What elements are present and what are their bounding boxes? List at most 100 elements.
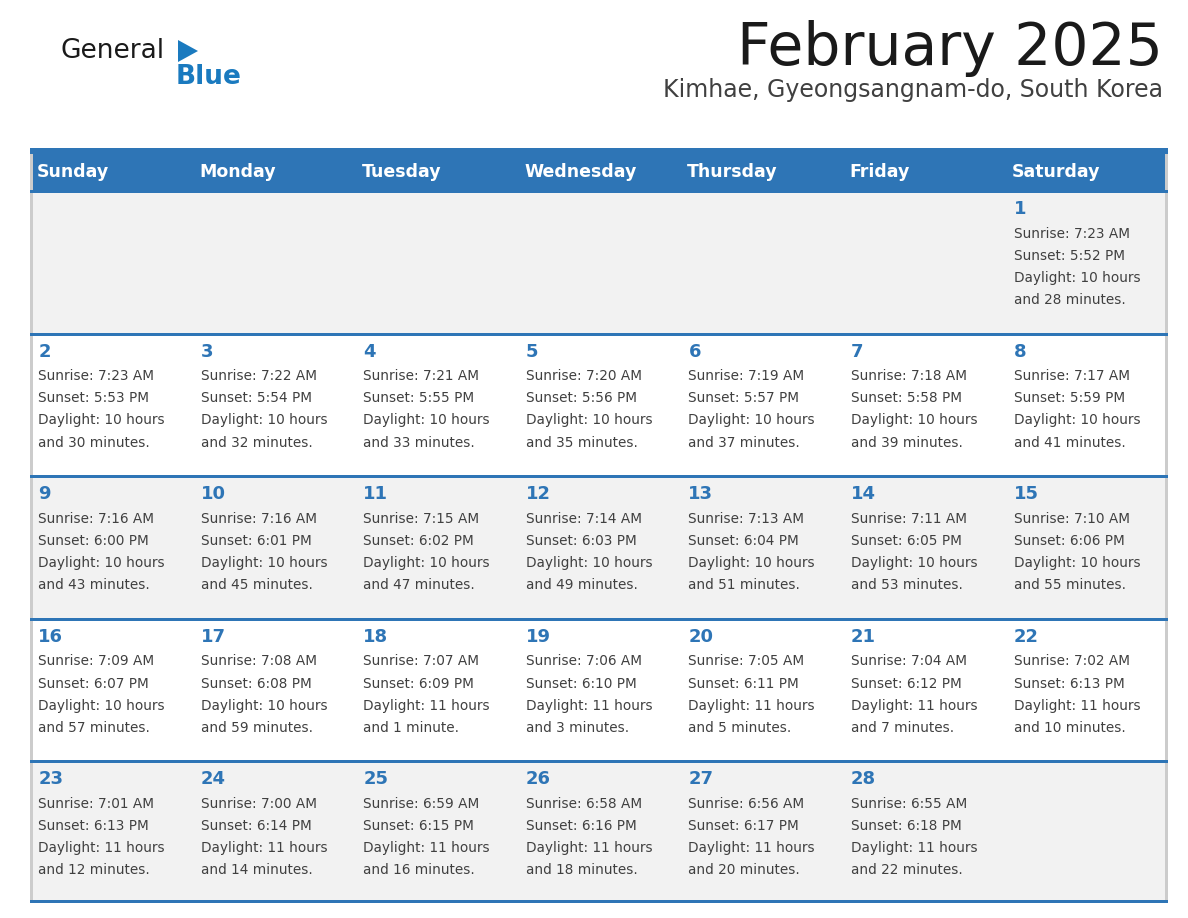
Text: Thursday: Thursday bbox=[687, 163, 777, 181]
Text: Sunset: 6:01 PM: Sunset: 6:01 PM bbox=[201, 534, 311, 548]
Text: Daylight: 10 hours: Daylight: 10 hours bbox=[526, 413, 652, 428]
Text: 20: 20 bbox=[688, 628, 714, 645]
Bar bbox=[192, 336, 355, 476]
Text: Sunrise: 7:23 AM: Sunrise: 7:23 AM bbox=[38, 369, 154, 383]
Text: and 14 minutes.: and 14 minutes. bbox=[201, 864, 312, 878]
Text: Sunset: 6:07 PM: Sunset: 6:07 PM bbox=[38, 677, 148, 690]
Text: Sunrise: 7:14 AM: Sunrise: 7:14 AM bbox=[526, 511, 642, 526]
Text: Sunday: Sunday bbox=[37, 163, 109, 181]
Text: Sunset: 6:18 PM: Sunset: 6:18 PM bbox=[851, 819, 962, 834]
Text: 26: 26 bbox=[526, 770, 551, 789]
Text: Sunset: 6:13 PM: Sunset: 6:13 PM bbox=[38, 819, 148, 834]
Text: Sunrise: 6:58 AM: Sunrise: 6:58 AM bbox=[526, 797, 642, 811]
Text: and 7 minutes.: and 7 minutes. bbox=[851, 721, 954, 735]
Text: and 10 minutes.: and 10 minutes. bbox=[1013, 721, 1125, 735]
Text: 5: 5 bbox=[526, 342, 538, 361]
Bar bbox=[355, 478, 518, 618]
Text: Blue: Blue bbox=[176, 64, 242, 90]
Text: Daylight: 11 hours: Daylight: 11 hours bbox=[526, 699, 652, 712]
Bar bbox=[1005, 154, 1168, 190]
Text: Sunset: 5:59 PM: Sunset: 5:59 PM bbox=[1013, 391, 1125, 406]
Text: and 59 minutes.: and 59 minutes. bbox=[201, 721, 312, 735]
Text: 9: 9 bbox=[38, 486, 51, 503]
Text: Sunset: 5:58 PM: Sunset: 5:58 PM bbox=[851, 391, 962, 406]
Bar bbox=[681, 336, 842, 476]
Bar bbox=[1165, 154, 1168, 903]
Text: Sunset: 6:04 PM: Sunset: 6:04 PM bbox=[688, 534, 800, 548]
Text: Sunrise: 7:18 AM: Sunrise: 7:18 AM bbox=[851, 369, 967, 383]
Bar bbox=[842, 621, 1005, 760]
Text: 3: 3 bbox=[201, 342, 213, 361]
Text: Daylight: 10 hours: Daylight: 10 hours bbox=[38, 413, 165, 428]
Text: Saturday: Saturday bbox=[1012, 163, 1100, 181]
Text: Daylight: 10 hours: Daylight: 10 hours bbox=[38, 699, 165, 712]
Bar bbox=[30, 621, 192, 760]
Bar bbox=[192, 154, 355, 190]
Bar bbox=[1005, 764, 1168, 903]
Text: 19: 19 bbox=[526, 628, 551, 645]
Text: Daylight: 10 hours: Daylight: 10 hours bbox=[851, 413, 978, 428]
Text: and 41 minutes.: and 41 minutes. bbox=[1013, 436, 1125, 450]
Text: Sunset: 6:00 PM: Sunset: 6:00 PM bbox=[38, 534, 148, 548]
Text: Sunrise: 7:15 AM: Sunrise: 7:15 AM bbox=[364, 511, 480, 526]
Bar bbox=[518, 478, 681, 618]
Text: Wednesday: Wednesday bbox=[524, 163, 637, 181]
Text: 21: 21 bbox=[851, 628, 876, 645]
Text: Friday: Friday bbox=[849, 163, 910, 181]
Text: 11: 11 bbox=[364, 486, 388, 503]
Text: Daylight: 11 hours: Daylight: 11 hours bbox=[364, 699, 489, 712]
Bar bbox=[842, 193, 1005, 332]
Text: Daylight: 11 hours: Daylight: 11 hours bbox=[851, 841, 978, 856]
Text: and 55 minutes.: and 55 minutes. bbox=[1013, 578, 1125, 592]
Bar bbox=[842, 336, 1005, 476]
Text: 27: 27 bbox=[688, 770, 714, 789]
Text: 14: 14 bbox=[851, 486, 876, 503]
Text: February 2025: February 2025 bbox=[737, 20, 1163, 77]
Text: and 53 minutes.: and 53 minutes. bbox=[851, 578, 962, 592]
Text: Sunrise: 7:13 AM: Sunrise: 7:13 AM bbox=[688, 511, 804, 526]
Text: Daylight: 10 hours: Daylight: 10 hours bbox=[1013, 271, 1140, 285]
Text: 15: 15 bbox=[1013, 486, 1038, 503]
Text: Daylight: 11 hours: Daylight: 11 hours bbox=[688, 699, 815, 712]
Text: Sunrise: 6:55 AM: Sunrise: 6:55 AM bbox=[851, 797, 967, 811]
Text: Sunset: 6:12 PM: Sunset: 6:12 PM bbox=[851, 677, 962, 690]
Bar bbox=[518, 193, 681, 332]
Bar bbox=[842, 154, 1005, 190]
Text: Sunrise: 7:02 AM: Sunrise: 7:02 AM bbox=[1013, 655, 1130, 668]
Text: Daylight: 11 hours: Daylight: 11 hours bbox=[526, 841, 652, 856]
Bar bbox=[30, 154, 192, 190]
Text: Sunrise: 7:08 AM: Sunrise: 7:08 AM bbox=[201, 655, 317, 668]
Text: and 20 minutes.: and 20 minutes. bbox=[688, 864, 801, 878]
Text: 6: 6 bbox=[688, 342, 701, 361]
Text: Daylight: 10 hours: Daylight: 10 hours bbox=[688, 556, 815, 570]
Bar bbox=[355, 154, 518, 190]
Text: and 3 minutes.: and 3 minutes. bbox=[526, 721, 628, 735]
Text: and 5 minutes.: and 5 minutes. bbox=[688, 721, 791, 735]
Text: Daylight: 10 hours: Daylight: 10 hours bbox=[1013, 556, 1140, 570]
Text: Sunset: 6:06 PM: Sunset: 6:06 PM bbox=[1013, 534, 1124, 548]
Bar bbox=[1005, 193, 1168, 332]
Text: and 45 minutes.: and 45 minutes. bbox=[201, 578, 312, 592]
Text: Sunset: 6:10 PM: Sunset: 6:10 PM bbox=[526, 677, 637, 690]
Bar bbox=[681, 621, 842, 760]
Bar bbox=[30, 193, 192, 332]
Text: and 37 minutes.: and 37 minutes. bbox=[688, 436, 801, 450]
Bar bbox=[355, 764, 518, 903]
Text: Sunset: 6:13 PM: Sunset: 6:13 PM bbox=[1013, 677, 1124, 690]
Text: and 30 minutes.: and 30 minutes. bbox=[38, 436, 150, 450]
Text: Sunrise: 7:00 AM: Sunrise: 7:00 AM bbox=[201, 797, 317, 811]
Text: and 39 minutes.: and 39 minutes. bbox=[851, 436, 962, 450]
Text: Sunrise: 7:17 AM: Sunrise: 7:17 AM bbox=[1013, 369, 1130, 383]
Text: Daylight: 10 hours: Daylight: 10 hours bbox=[201, 413, 328, 428]
Text: and 12 minutes.: and 12 minutes. bbox=[38, 864, 150, 878]
Text: Sunrise: 7:05 AM: Sunrise: 7:05 AM bbox=[688, 655, 804, 668]
Text: Sunrise: 6:56 AM: Sunrise: 6:56 AM bbox=[688, 797, 804, 811]
Text: Daylight: 10 hours: Daylight: 10 hours bbox=[201, 556, 328, 570]
Bar bbox=[681, 764, 842, 903]
Bar bbox=[30, 478, 192, 618]
Text: and 57 minutes.: and 57 minutes. bbox=[38, 721, 150, 735]
Bar bbox=[681, 193, 842, 332]
Text: Daylight: 11 hours: Daylight: 11 hours bbox=[851, 699, 978, 712]
Text: and 32 minutes.: and 32 minutes. bbox=[201, 436, 312, 450]
Text: Daylight: 11 hours: Daylight: 11 hours bbox=[688, 841, 815, 856]
